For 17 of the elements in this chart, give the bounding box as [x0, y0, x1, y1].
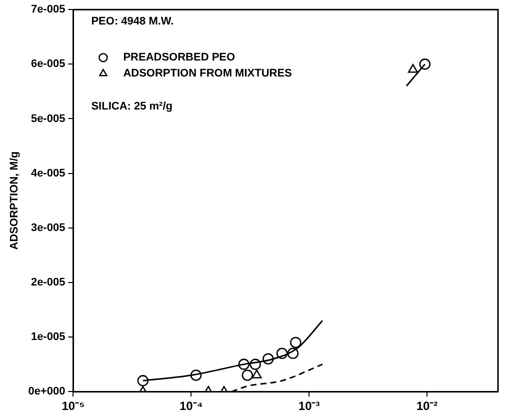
y-tick-label: 6e-005: [30, 58, 66, 70]
y-tick-label: 3e-005: [30, 222, 66, 234]
x-tick-label: 10⁻³: [298, 399, 320, 414]
y-axis-title: ADSORPTION, M/g: [8, 151, 21, 250]
annotation: SILICA: 25 m²/g: [91, 100, 173, 113]
y-tick-label: 0e+000: [28, 386, 66, 398]
x-tick-label: 10⁻²: [416, 399, 438, 414]
y-tick-label: 5e-005: [30, 112, 66, 125]
x-tick-label: 10⁻⁵: [62, 399, 85, 414]
y-tick-label: 4e-005: [30, 167, 66, 180]
y-tick-label: 1e-005: [30, 331, 66, 344]
x-tick-label: 10⁻⁴: [179, 399, 203, 414]
annotation: PEO: 4948 M.W.: [91, 16, 174, 28]
legend-label: ADSORPTION FROM MIXTURES: [123, 68, 292, 80]
legend-label: PREADSORBED PEO: [123, 52, 236, 64]
y-tick-label: 2e-005: [30, 276, 66, 288]
y-tick-label: 7e-005: [30, 4, 66, 16]
